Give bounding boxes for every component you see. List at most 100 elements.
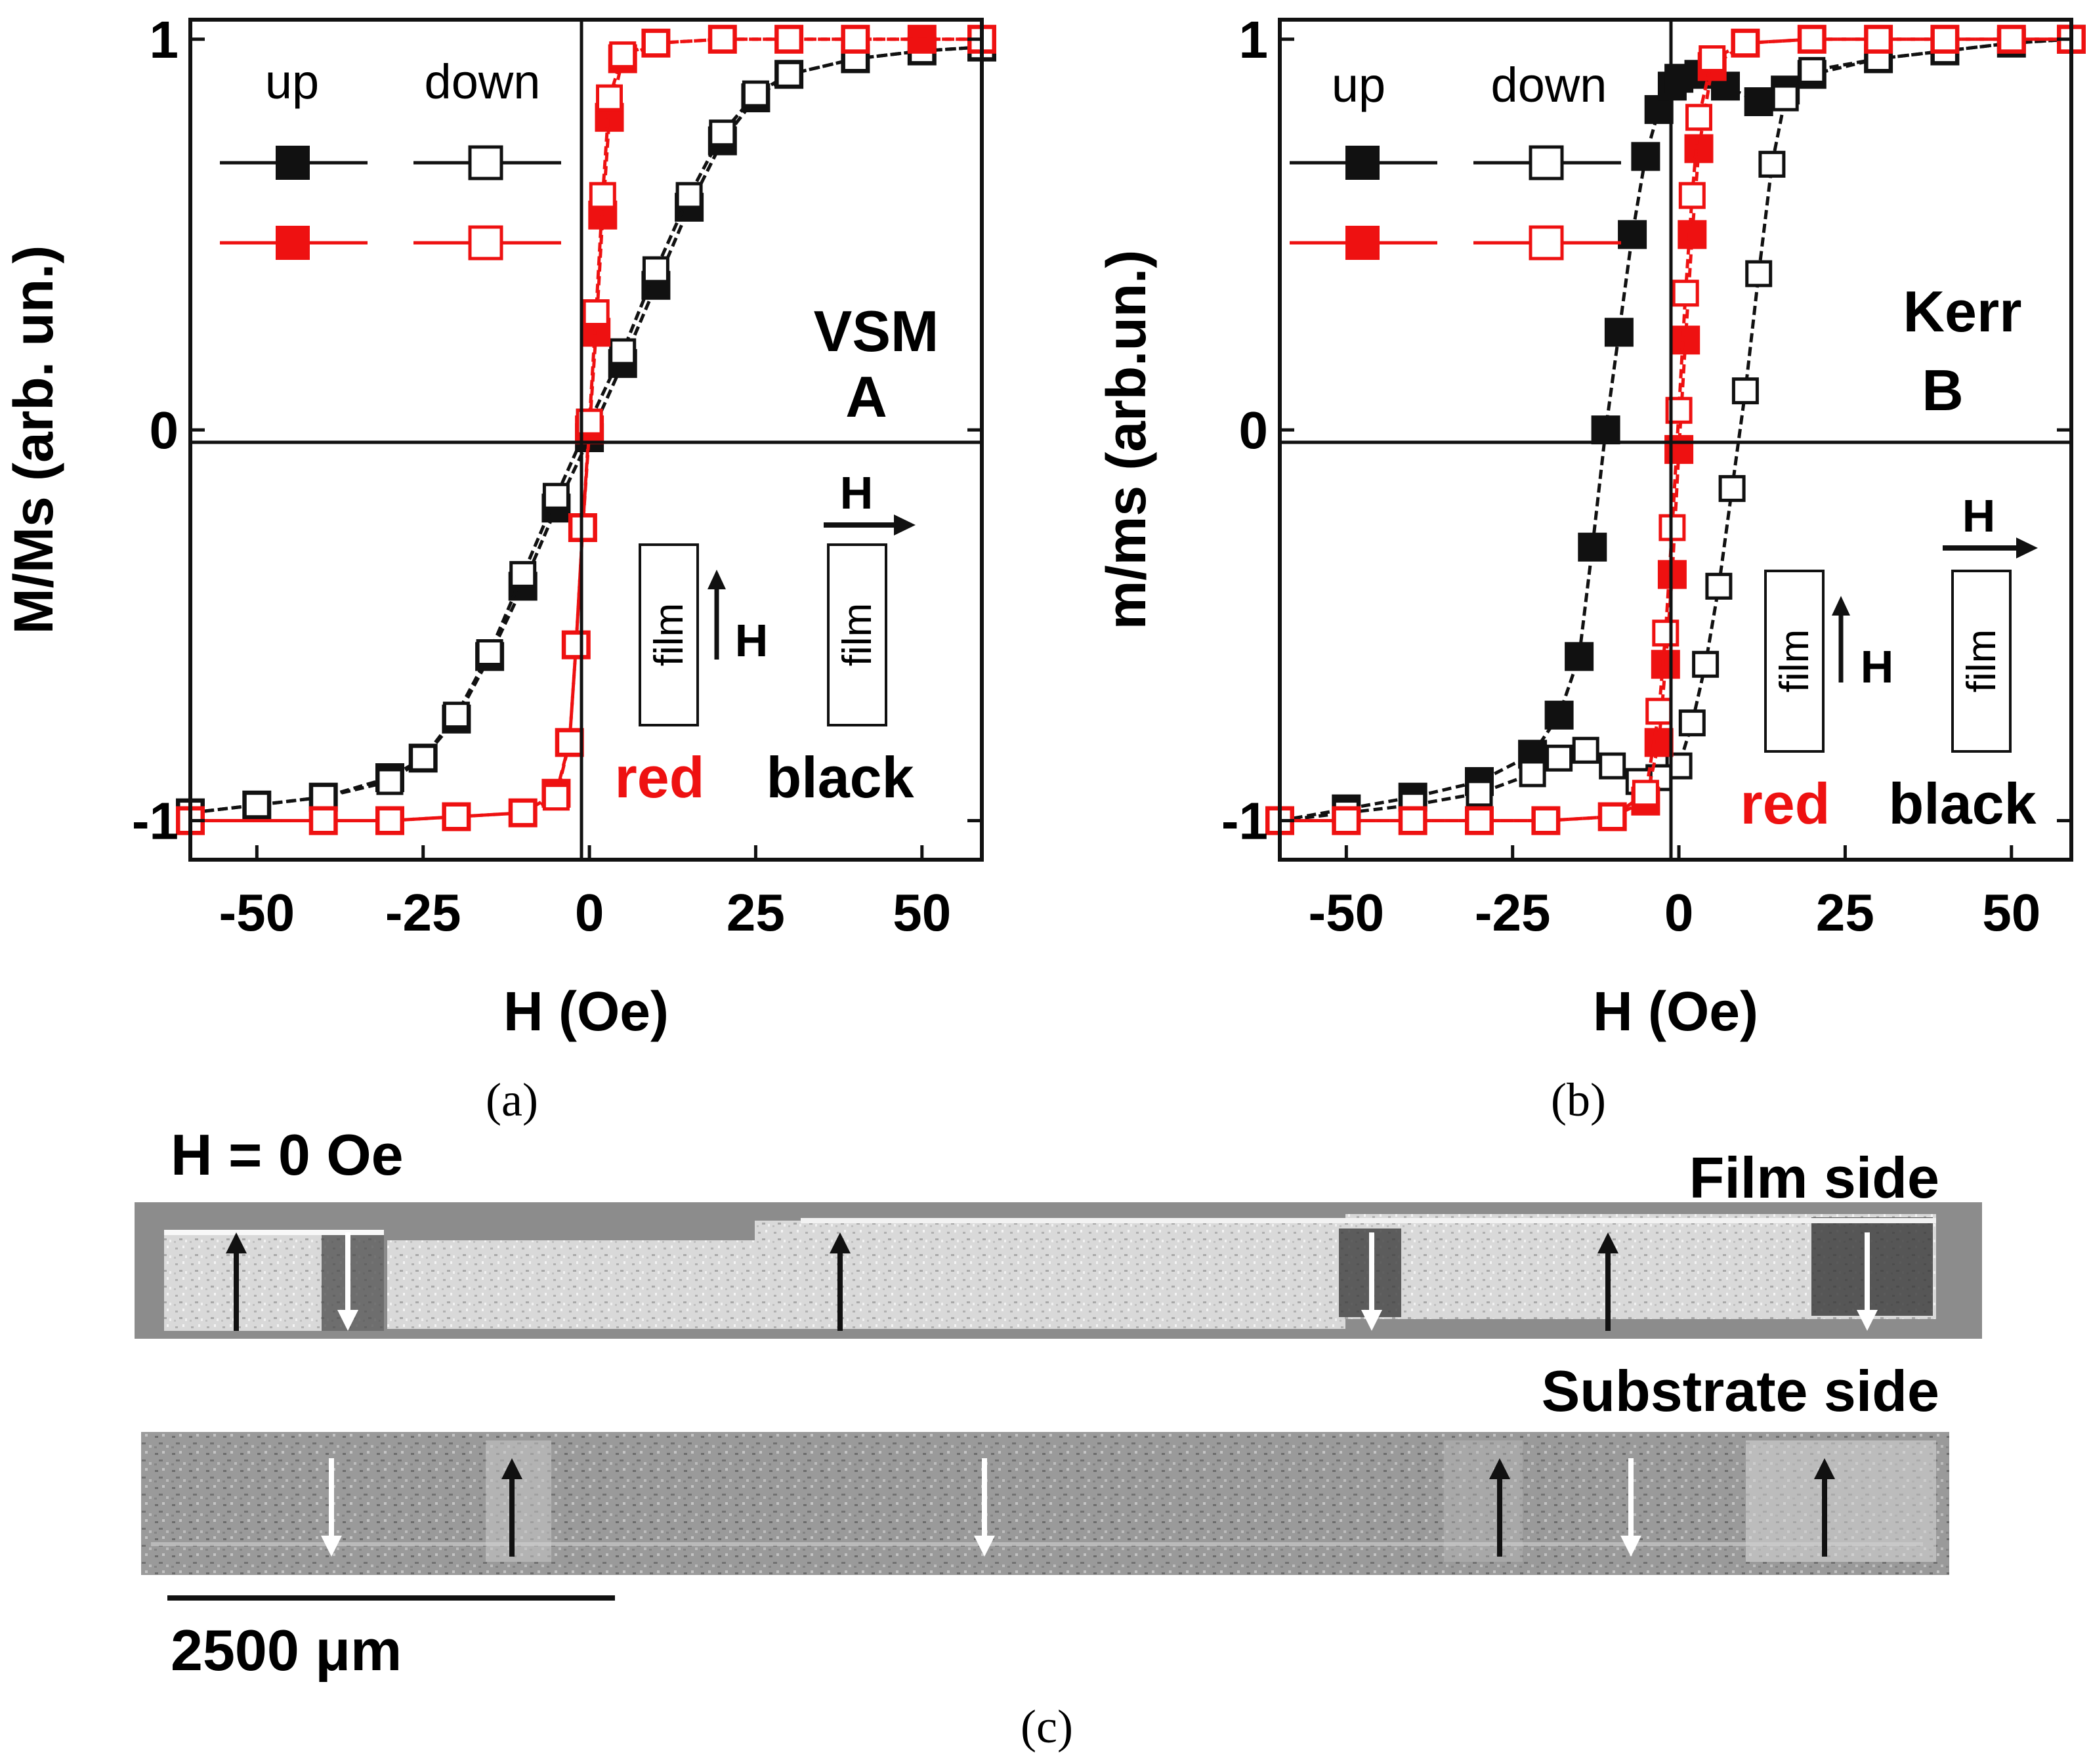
panel-b-data-point [1466, 807, 1493, 834]
arrow-right-icon [1943, 537, 2038, 558]
panel-b-data-point [1532, 807, 1559, 834]
panel-b-data-point [1731, 377, 1759, 405]
panel-b-data-point [1865, 26, 1892, 53]
panel-b-legend-up-header: up [1332, 58, 1385, 112]
panel-b-data-point [1684, 134, 1714, 163]
panel-a-data-point [642, 256, 669, 284]
panel-b-legend-red-up [1290, 226, 1437, 260]
panel-a-caption: (a) [486, 1074, 538, 1126]
panel-a-x-tick-label: 50 [893, 883, 951, 942]
panel-a-data-point [609, 338, 637, 366]
panel-a: -50 -25 0 25 50 1 0 -1 M/Ms (arb. un.) H (Oe) (… [3, 10, 996, 1126]
panel-b-data-point [1466, 780, 1493, 807]
arrow-up-icon [1489, 1458, 1510, 1557]
panel-b-caption: (b) [1551, 1074, 1606, 1126]
panel-b-data-point [1572, 736, 1599, 764]
arrow-up-icon [1814, 1458, 1835, 1557]
panel-a-y-tick-label: -1 [132, 791, 179, 850]
panel-b-data-point [1631, 142, 1660, 171]
panel-b-panel-label: B [1922, 358, 1964, 423]
panel-b: -50 -25 0 25 50 1 0 -1 m/ms (arb.un.) H (Oe) (b… [1095, 10, 2086, 1126]
panel-a-data-point [589, 182, 616, 209]
panel-a-y-tick-label: 0 [150, 401, 179, 459]
panel-a-data-point [742, 80, 769, 108]
panel-b-legend-red-down [1473, 225, 1621, 261]
panel-c-film-side-label: Film side [1689, 1145, 1939, 1210]
panel-b-data-point [1744, 87, 1773, 116]
panel-b-film-label-2: film [1959, 629, 2004, 692]
panel-a-plot-frame [188, 18, 984, 862]
panel-a-data-point [243, 791, 270, 819]
panel-b-data-point [1644, 728, 1674, 757]
panel-b-x-axis-label: H (Oe) [1593, 980, 1758, 1042]
panel-b-x-tick-label: -25 [1475, 883, 1551, 942]
panel-a-legend-up-header: up [265, 54, 319, 109]
panel-a-method-label: VSM [814, 299, 939, 364]
panel-a-legend-red-down [413, 225, 561, 261]
scale-bar-label: 2500 μm [171, 1618, 402, 1683]
arrow-down-icon [337, 1232, 358, 1331]
panel-a-data-point [556, 728, 583, 756]
arrow-up-icon [226, 1232, 247, 1331]
panel-a-data-point [642, 30, 669, 57]
panel-b-film-label-1: film [1772, 629, 1817, 692]
panel-b-data-point [1685, 104, 1712, 131]
panel-b-data-point [1645, 698, 1673, 725]
panel-b-data-point [1692, 650, 1720, 678]
arrow-up-icon [501, 1458, 522, 1557]
substrate-side-arrows [321, 1458, 1835, 1557]
panel-b-film-box-2 [1951, 570, 2012, 753]
panel-b-x-tick-label: 50 [1982, 883, 2040, 942]
panel-b-data-point [1745, 260, 1773, 287]
panel-a-data-point [310, 784, 337, 811]
panel-b-data-point [1651, 650, 1680, 679]
panel-a-data-point [509, 560, 537, 588]
panel-a-data-point [542, 784, 570, 811]
panel-a-inplane-field-label: H [840, 467, 874, 518]
panel-b-data-point [1565, 642, 1594, 671]
panel-b-legend-black-down [1473, 145, 1621, 180]
panel-b-data-point [1771, 84, 1799, 112]
arrow-up-icon [708, 570, 726, 660]
panel-b-data-point [1618, 220, 1647, 249]
panel-a-data-point [376, 768, 404, 795]
panel-b-data-point [1632, 780, 1659, 807]
arrow-up-icon [830, 1232, 851, 1331]
panel-a-x-tick-label: 25 [727, 883, 785, 942]
panel-b-red-geometry-label: red [1741, 771, 1830, 836]
panel-a-film-label-2: film [835, 603, 880, 666]
panel-b-data-point [1591, 415, 1620, 445]
panel-b-x-tick-label: 25 [1816, 883, 1874, 942]
panel-a-data-point [542, 482, 570, 510]
panel-b-data-point [1546, 744, 1573, 772]
panel-b-data-point [1718, 474, 1746, 502]
panel-b-method-label: Kerr [1903, 279, 2022, 344]
arrow-down-icon [974, 1458, 995, 1557]
panel-a-legend-red-up [220, 226, 368, 260]
panel-a-red-geometry-label: red [615, 745, 705, 810]
panel-b-data-point [1798, 56, 1826, 84]
arrow-right-icon [824, 514, 916, 536]
arrow-up-icon [1832, 596, 1850, 682]
panel-b-data-point [1671, 326, 1700, 355]
arrow-down-icon [321, 1458, 342, 1557]
panel-b-data-point [1519, 760, 1546, 788]
panel-c-substrate-side-label: Substrate side [1542, 1358, 1939, 1423]
panel-a-x-tick-label: 0 [575, 883, 604, 942]
panel-a-data-point [310, 807, 337, 834]
panel-b-data-point [1399, 807, 1427, 834]
panel-b-data-point [1678, 182, 1706, 209]
panel-a-data-point [509, 799, 537, 827]
panel-a-y-tick-label: 1 [150, 10, 179, 69]
film-side-kerr-image [135, 1202, 1982, 1339]
panel-b-black-geometry-label: black [1888, 771, 2037, 836]
arrow-down-icon [1361, 1232, 1382, 1331]
panel-b-ticks: -50 -25 0 25 50 1 0 -1 [1221, 10, 2071, 942]
panel-b-inplane-field-label: H [1962, 490, 1996, 541]
panel-a-legend-down-header: down [425, 54, 541, 109]
panel-b-x-tick-label: -50 [1309, 883, 1385, 942]
panel-b-data-point [1678, 220, 1707, 249]
panel-b-data-point [1705, 572, 1733, 600]
panel-b-data-point [1931, 26, 1958, 53]
